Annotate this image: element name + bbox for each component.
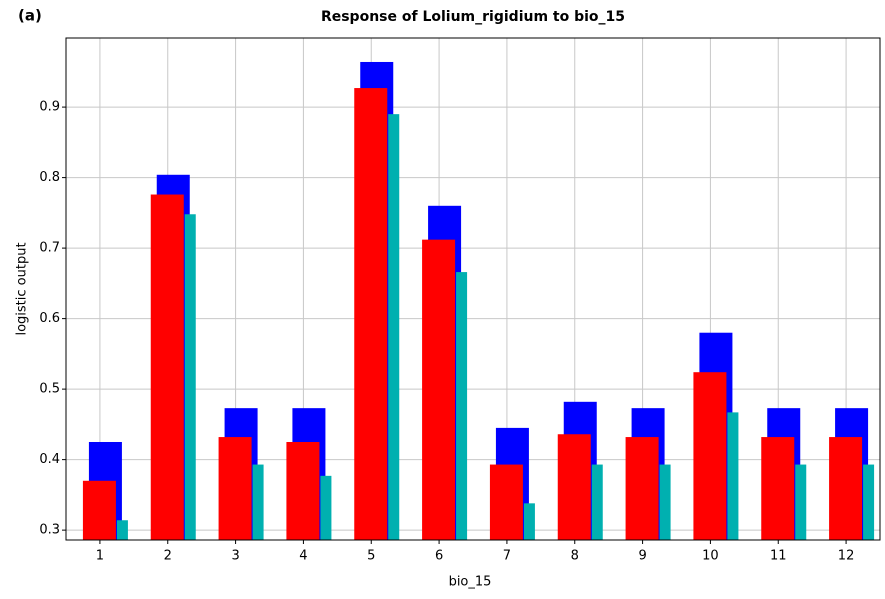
bar <box>286 441 320 540</box>
x-tick-label: 1 <box>96 549 104 564</box>
x-tick-label: 3 <box>231 549 239 564</box>
bar <box>489 464 523 540</box>
x-tick-label: 10 <box>702 549 719 564</box>
bar <box>557 434 591 540</box>
x-axis-label: bio_15 <box>449 575 492 590</box>
x-tick-label: 7 <box>503 549 511 564</box>
bar <box>591 464 603 540</box>
y-axis-label: logistic output <box>15 242 30 335</box>
bar <box>82 480 116 540</box>
plot-area <box>66 38 880 541</box>
y-tick-label: 0.8 <box>39 170 60 185</box>
bar <box>523 503 535 540</box>
y-tick-label: 0.3 <box>39 523 60 538</box>
y-tick-label: 0.7 <box>39 241 60 256</box>
bar <box>625 437 659 540</box>
x-tick-label: 9 <box>638 549 646 564</box>
bar <box>693 372 727 540</box>
bar <box>218 437 252 540</box>
panel-label: (a) <box>18 7 42 25</box>
bar <box>829 437 863 540</box>
bar <box>456 272 468 540</box>
bar <box>422 239 456 541</box>
x-tick-label: 12 <box>838 549 855 564</box>
bar <box>320 475 332 540</box>
bar <box>659 464 671 540</box>
bar <box>116 520 128 540</box>
x-tick-label: 8 <box>571 549 579 564</box>
bar <box>795 464 807 540</box>
x-tick-label: 4 <box>299 549 307 564</box>
plot-frame <box>65 37 881 541</box>
bar <box>863 464 875 540</box>
x-tick-label: 2 <box>164 549 172 564</box>
bar <box>150 194 184 541</box>
y-tick-label: 0.6 <box>39 311 60 326</box>
bar <box>184 214 196 540</box>
bar <box>727 412 739 540</box>
bar <box>388 114 400 541</box>
chart-title: Response of Lolium_rigidium to bio_15 <box>321 9 625 25</box>
y-tick-label: 0.9 <box>39 100 60 115</box>
y-tick-label: 0.4 <box>39 452 60 467</box>
bar <box>252 464 264 540</box>
bar <box>761 437 795 540</box>
x-tick-label: 5 <box>367 549 375 564</box>
y-tick-label: 0.5 <box>39 382 60 397</box>
bar <box>354 88 388 540</box>
x-tick-label: 6 <box>435 549 443 564</box>
x-tick-label: 11 <box>770 549 787 564</box>
